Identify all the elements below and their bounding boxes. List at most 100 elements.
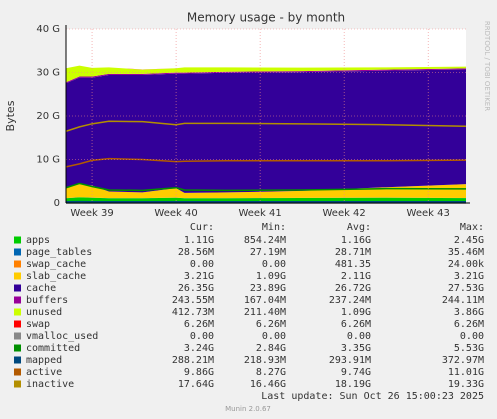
y-tick-label: 30 G [36, 68, 60, 79]
legend-swatch [14, 308, 21, 316]
legend-stat: 412.73M [172, 307, 214, 318]
legend-swatch [14, 284, 21, 292]
legend-stat: 6.26M [454, 319, 484, 330]
line [65, 182, 467, 192]
legend-stat: 24.00k [448, 259, 484, 270]
y-tick-label: 0 [54, 198, 60, 209]
y-tick-label: 40 G [36, 24, 60, 35]
legend-stat: 372.97M [442, 355, 484, 366]
legend-stat: 3.21G [454, 271, 484, 282]
legend-stat: 0.00 [262, 331, 286, 342]
version: Munin 2.0.67 [225, 405, 271, 413]
area [66, 65, 466, 83]
legend-label: unused [26, 307, 62, 318]
legend-stat: 27.19M [250, 247, 286, 258]
area [66, 184, 466, 199]
legend-swatch [14, 356, 21, 364]
legend-stat: 9.74G [341, 367, 371, 378]
legend-label: swap_cache [26, 259, 86, 270]
legend-stat: 244.11M [442, 295, 484, 306]
legend-swatch [14, 296, 21, 304]
legend-stat: 28.56M [178, 247, 214, 258]
legend-stat: 26.35G [178, 283, 214, 294]
legend-stat: 9.86G [184, 367, 214, 378]
legend-stat: 2.84G [256, 343, 286, 354]
x-tick-label: Week 43 [407, 208, 450, 219]
legend-label: page_tables [26, 247, 92, 258]
legend-label: vmalloc_used [26, 331, 98, 342]
legend-stat: 8.27G [256, 367, 286, 378]
legend-stat: 0.00 [347, 331, 371, 342]
legend-stat: 1.09G [341, 307, 371, 318]
legend-stat: 288.21M [172, 355, 214, 366]
legend-stat: 6.26M [341, 319, 371, 330]
legend-stat: 18.19G [335, 379, 371, 390]
legend-label: committed [26, 343, 80, 354]
legend-stat: 19.33G [448, 379, 484, 390]
legend-column-header: Max: [460, 222, 484, 233]
legend-label: inactive [26, 379, 74, 390]
line [65, 120, 467, 132]
area [66, 197, 466, 199]
legend-column-header: Min: [262, 222, 286, 233]
legend-column-header: Cur: [190, 222, 214, 233]
legend-swatch [14, 344, 21, 352]
legend-label: slab_cache [26, 271, 86, 282]
side-text: RRDTOOL / TOBI OETIKER [483, 21, 491, 111]
legend-label: mapped [26, 355, 62, 366]
legend-stat: 243.55M [172, 295, 214, 306]
legend-swatch [14, 236, 21, 244]
series-layer [65, 65, 467, 204]
legend-swatch [14, 320, 21, 328]
legend-stat: 2.45G [454, 235, 484, 246]
legend-stat: 23.89G [250, 283, 286, 294]
legend-label: apps [26, 235, 50, 246]
legend-swatch [14, 248, 21, 256]
legend-stat: 16.46G [250, 379, 286, 390]
x-tick-label: Week 39 [70, 208, 113, 219]
last-update: Last update: Sun Oct 26 15:00:23 2025 [261, 391, 484, 402]
legend-swatch [14, 332, 21, 340]
legend-stat: 11.01G [448, 367, 484, 378]
legend-swatch [14, 272, 21, 280]
legend-stat: 1.11G [184, 235, 214, 246]
legend-label: swap [26, 319, 50, 330]
legend-stat: 0.00 [190, 331, 214, 342]
y-axis-label: Bytes [4, 100, 17, 131]
legend-stat: 3.24G [184, 343, 214, 354]
legend-stat: 1.09G [256, 271, 286, 282]
area [66, 68, 466, 84]
legend-swatch [14, 260, 21, 268]
legend-stat: 211.40M [244, 307, 286, 318]
area [66, 69, 466, 193]
legend-swatch [14, 380, 21, 388]
legend-stat: 3.86G [454, 307, 484, 318]
legend-stat: 5.53G [454, 343, 484, 354]
legend-stat: 2.11G [341, 271, 371, 282]
legend-stat: 6.26M [256, 319, 286, 330]
legend-stat: 0.00 [460, 331, 484, 342]
y-tick-label: 10 G [36, 155, 60, 166]
legend-label: buffers [26, 295, 68, 306]
legend-stat: 0.00 [190, 259, 214, 270]
x-tick-label: Week 40 [154, 208, 197, 219]
legend-stat: 237.24M [329, 295, 371, 306]
legend-stat: 3.21G [184, 271, 214, 282]
legend-stat: 28.71M [335, 247, 371, 258]
y-tick-label: 20 G [36, 111, 60, 122]
legend-column-header: Avg: [347, 222, 371, 233]
x-tick-label: Week 42 [322, 208, 365, 219]
legend-stat: 481.35 [335, 259, 371, 270]
legend-stat: 6.26M [184, 319, 214, 330]
x-tick-label: Week 41 [238, 208, 281, 219]
legend-stat: 27.53G [448, 283, 484, 294]
legend-label: active [26, 367, 62, 378]
legend-stat: 167.04M [244, 295, 286, 306]
legend-stat: 26.72G [335, 283, 371, 294]
legend-stat: 1.16G [341, 235, 371, 246]
legend-swatch [14, 368, 21, 376]
legend-label: cache [26, 283, 56, 294]
chart-title: Memory usage - by month [187, 11, 345, 25]
legend-stat: 35.46M [448, 247, 484, 258]
